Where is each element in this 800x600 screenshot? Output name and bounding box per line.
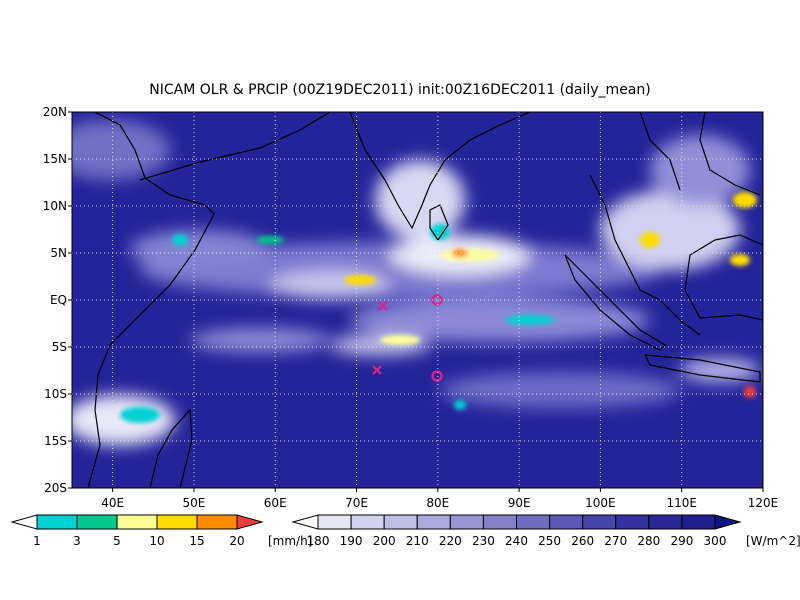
lat-tick-label: 5N	[50, 246, 67, 260]
colorbar-box	[681, 514, 716, 530]
lon-tick-label: 60E	[264, 496, 287, 510]
coastlines	[87, 112, 763, 488]
colorbar-label: 5	[113, 534, 121, 548]
colorbar-label: 260	[571, 534, 594, 548]
colorbar-box	[416, 514, 451, 530]
precip-field	[120, 192, 757, 423]
colorbar-box	[516, 514, 551, 530]
colorbar-box	[582, 514, 617, 530]
colorbar-label: 10	[149, 534, 164, 548]
colorbar-box	[615, 514, 650, 530]
colorbar-label: 290	[670, 534, 693, 548]
colorbar-end	[291, 514, 319, 530]
colorbar-box	[383, 514, 418, 530]
lat-tick-label: 15S	[44, 434, 67, 448]
colorbar-box	[350, 514, 385, 530]
lon-tick-label: 40E	[101, 496, 124, 510]
colorbar-unit: [W/m^2]	[746, 534, 800, 548]
colorbar-label: 20	[229, 534, 244, 548]
lat-tick-label: 10N	[43, 199, 67, 213]
colorbar-box	[549, 514, 584, 530]
colorbar-box	[156, 514, 198, 530]
colorbar-box	[648, 514, 683, 530]
colorbar-label: 180	[307, 534, 330, 548]
colorbar-label: 250	[538, 534, 561, 548]
colorbar-unit: [mm/h]	[268, 534, 312, 548]
colorbar-box	[482, 514, 517, 530]
position-markers	[372, 294, 443, 382]
lon-tick-label: 70E	[345, 496, 368, 510]
map-title: NICAM OLR & PRCIP (00Z19DEC2011) init:00…	[149, 82, 650, 98]
colorbar-label: 1	[33, 534, 41, 548]
lon-tick-label: 110E	[666, 496, 697, 510]
colorbar-label: 3	[73, 534, 81, 548]
colorbar-label: 210	[406, 534, 429, 548]
colorbar-box	[196, 514, 238, 530]
colorbar-label: 220	[439, 534, 462, 548]
colorbar-label: 270	[604, 534, 627, 548]
lat-tick-label: 5S	[52, 340, 67, 354]
colorbar-box	[317, 514, 352, 530]
colorbar-box	[449, 514, 484, 530]
colorbar-box	[116, 514, 158, 530]
lat-tick-label: 10S	[44, 387, 67, 401]
lat-tick-label: 15N	[43, 152, 67, 166]
colorbar-label: 15	[189, 534, 204, 548]
lon-tick-label: 100E	[585, 496, 616, 510]
colorbar-label: 200	[373, 534, 396, 548]
lat-tick-label: 20N	[43, 105, 67, 119]
colorbar-end	[236, 514, 264, 530]
colorbar-label: 230	[472, 534, 495, 548]
colorbar-label: 280	[637, 534, 660, 548]
lon-tick-label: 120E	[748, 496, 779, 510]
map-imagery	[72, 112, 763, 488]
lat-tick-label: EQ	[50, 293, 67, 307]
colorbar-end	[10, 514, 38, 530]
colorbar-label: 300	[704, 534, 727, 548]
colorbar-box	[36, 514, 78, 530]
lon-tick-label: 90E	[508, 496, 531, 510]
colorbar-label: 190	[340, 534, 363, 548]
lon-tick-label: 50E	[183, 496, 206, 510]
colorbar-end	[714, 514, 742, 530]
lat-tick-label: 20S	[44, 481, 67, 495]
colorbar-label: 240	[505, 534, 528, 548]
lon-tick-label: 80E	[426, 496, 449, 510]
colorbar-box	[76, 514, 118, 530]
